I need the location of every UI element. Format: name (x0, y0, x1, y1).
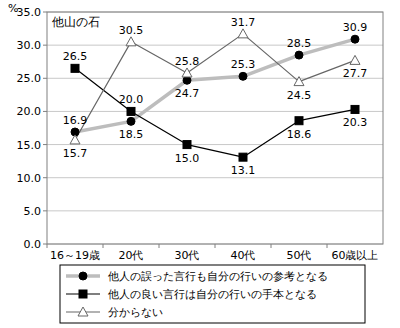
point-marker (239, 153, 247, 161)
point-marker (294, 77, 304, 86)
data-label: 15.7 (63, 147, 88, 160)
plot-area (70, 29, 360, 161)
x-tick-label: 30代 (175, 249, 200, 262)
legend: 他人の誤った言行も自分の行いの参考となる他人の良い言行は自分の行いの手本となる分… (60, 265, 365, 323)
x-tick (47, 244, 48, 248)
point-marker (71, 64, 79, 72)
x-tick-label: 50代 (287, 249, 312, 262)
legend-marker (78, 307, 88, 316)
data-label: 30.9 (343, 21, 368, 34)
point-marker (182, 68, 192, 77)
x-tick-label: 16～19歳 (50, 249, 100, 262)
point-marker (350, 55, 360, 64)
data-label: 24.7 (175, 87, 200, 100)
data-label: 25.3 (231, 58, 256, 71)
y-tick-label: 15.0 (17, 139, 42, 152)
x-tick-label: 40代 (231, 249, 256, 262)
series-line (75, 68, 355, 157)
legend-label: 分からない (108, 306, 163, 319)
grid-line (47, 177, 383, 178)
y-tick (43, 244, 47, 245)
y-tick (43, 12, 47, 13)
legend-marker (79, 290, 87, 298)
legend-label: 他人の良い言行は自分の行いの手本となる (108, 288, 317, 301)
background (0, 0, 400, 328)
y-tick (43, 45, 47, 46)
data-label: 13.1 (231, 164, 256, 177)
grid-line (47, 210, 383, 211)
point-marker (295, 51, 303, 59)
legend-marker (79, 272, 87, 280)
chart-title: 他山の石 (52, 15, 100, 29)
y-tick-label: 25.0 (17, 72, 42, 85)
data-label: 27.7 (343, 67, 368, 80)
x-tick (159, 244, 160, 248)
point-marker (183, 141, 191, 149)
point-marker (351, 105, 359, 113)
chart: 0.0 5.0 10.0 15.0 20.0 25.0 30.0 35.0 16～19歳 20代 3… (0, 0, 400, 328)
point-marker (126, 37, 136, 46)
point-marker (239, 72, 247, 80)
point-marker (127, 117, 135, 125)
data-label: 15.0 (175, 152, 200, 165)
y-tick (43, 78, 47, 79)
y-tick-label: 0.0 (24, 238, 42, 251)
data-label: 30.5 (119, 24, 144, 37)
point-marker (70, 135, 80, 144)
x-tick-label: 60歳以上 (332, 249, 379, 262)
point-marker (238, 29, 248, 38)
data-label: 18.5 (119, 128, 144, 141)
y-tick (43, 177, 47, 178)
x-tick (327, 244, 328, 248)
series-line (75, 34, 355, 140)
data-label: 24.5 (287, 89, 312, 102)
legend-box (60, 265, 365, 323)
legend-label: 他人の誤った言行も自分の行いの参考となる (108, 270, 328, 283)
point-marker (295, 117, 303, 125)
data-label: 26.5 (63, 50, 88, 63)
data-label: 25.8 (175, 55, 200, 68)
x-tick (103, 244, 104, 248)
y-tick (43, 111, 47, 112)
point-marker (127, 107, 135, 115)
y-tick (43, 144, 47, 145)
y-tick-label: 30.0 (17, 39, 42, 52)
y-axis-label: % (8, 2, 18, 15)
grid-line (47, 144, 383, 145)
y-tick-label: 10.0 (17, 172, 42, 185)
x-tick (271, 244, 272, 248)
x-tick (215, 244, 216, 248)
y-tick-label: 20.0 (17, 105, 42, 118)
data-label: 28.5 (287, 37, 312, 50)
grid-line (47, 111, 383, 112)
point-marker (351, 35, 359, 43)
data-label: 20.3 (343, 116, 368, 129)
y-tick (43, 210, 47, 211)
data-label: 18.6 (287, 128, 312, 141)
plot-frame (47, 12, 383, 244)
data-label: 31.7 (231, 16, 256, 29)
data-label: 20.0 (119, 93, 144, 106)
y-tick-label: 5.0 (24, 205, 42, 218)
y-tick-label: 35.0 (17, 6, 42, 19)
data-labels: 26.5 16.9 15.7 30.5 20.0 18.5 25.8 24.7 15.0 31.7… (63, 16, 368, 177)
data-label: 16.9 (63, 114, 88, 127)
x-tick-label: 20代 (119, 249, 144, 262)
